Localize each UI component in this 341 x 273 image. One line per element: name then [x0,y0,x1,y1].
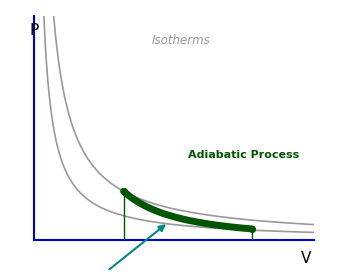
Text: Adiabatic Process: Adiabatic Process [188,150,299,160]
Text: Isotherms: Isotherms [151,34,210,47]
Text: V: V [300,251,311,266]
Text: P: P [30,23,39,38]
Text: Work done: Work done [68,225,164,273]
